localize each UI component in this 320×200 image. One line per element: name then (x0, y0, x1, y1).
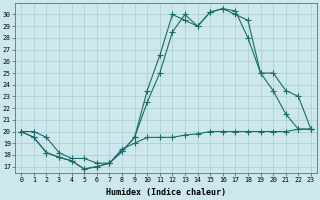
X-axis label: Humidex (Indice chaleur): Humidex (Indice chaleur) (106, 188, 226, 197)
